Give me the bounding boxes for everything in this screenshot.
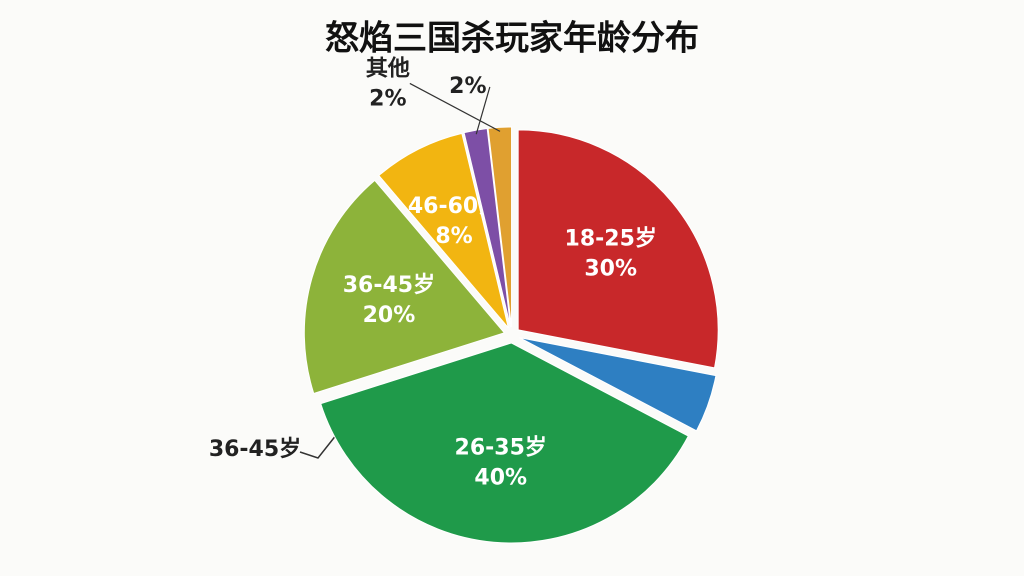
pie-slice xyxy=(320,342,689,544)
pie-slice xyxy=(487,126,513,328)
value-label: 30% xyxy=(584,257,637,282)
value-label: 8% xyxy=(435,224,472,249)
pie-slice xyxy=(519,337,717,432)
value-label: 2% xyxy=(449,74,486,99)
leader-line xyxy=(409,82,501,132)
pie-slice xyxy=(378,132,509,329)
annotation: 36-45岁 xyxy=(209,436,301,462)
pie-slice xyxy=(303,179,506,395)
slice-label: 其他 xyxy=(366,56,410,81)
slice-label: 36-45岁 xyxy=(343,272,435,298)
value-label: 40% xyxy=(474,466,527,491)
leader-line xyxy=(475,86,491,135)
slice-label: 18-25岁 xyxy=(565,226,657,252)
chart-title: 怒焰三国杀玩家年龄分布 xyxy=(325,19,699,59)
pie-slice xyxy=(463,127,512,328)
pie-slice xyxy=(517,129,719,369)
value-label: 20% xyxy=(363,303,416,328)
value-label: 2% xyxy=(369,86,406,111)
slice-label: 26-35岁 xyxy=(455,435,547,461)
